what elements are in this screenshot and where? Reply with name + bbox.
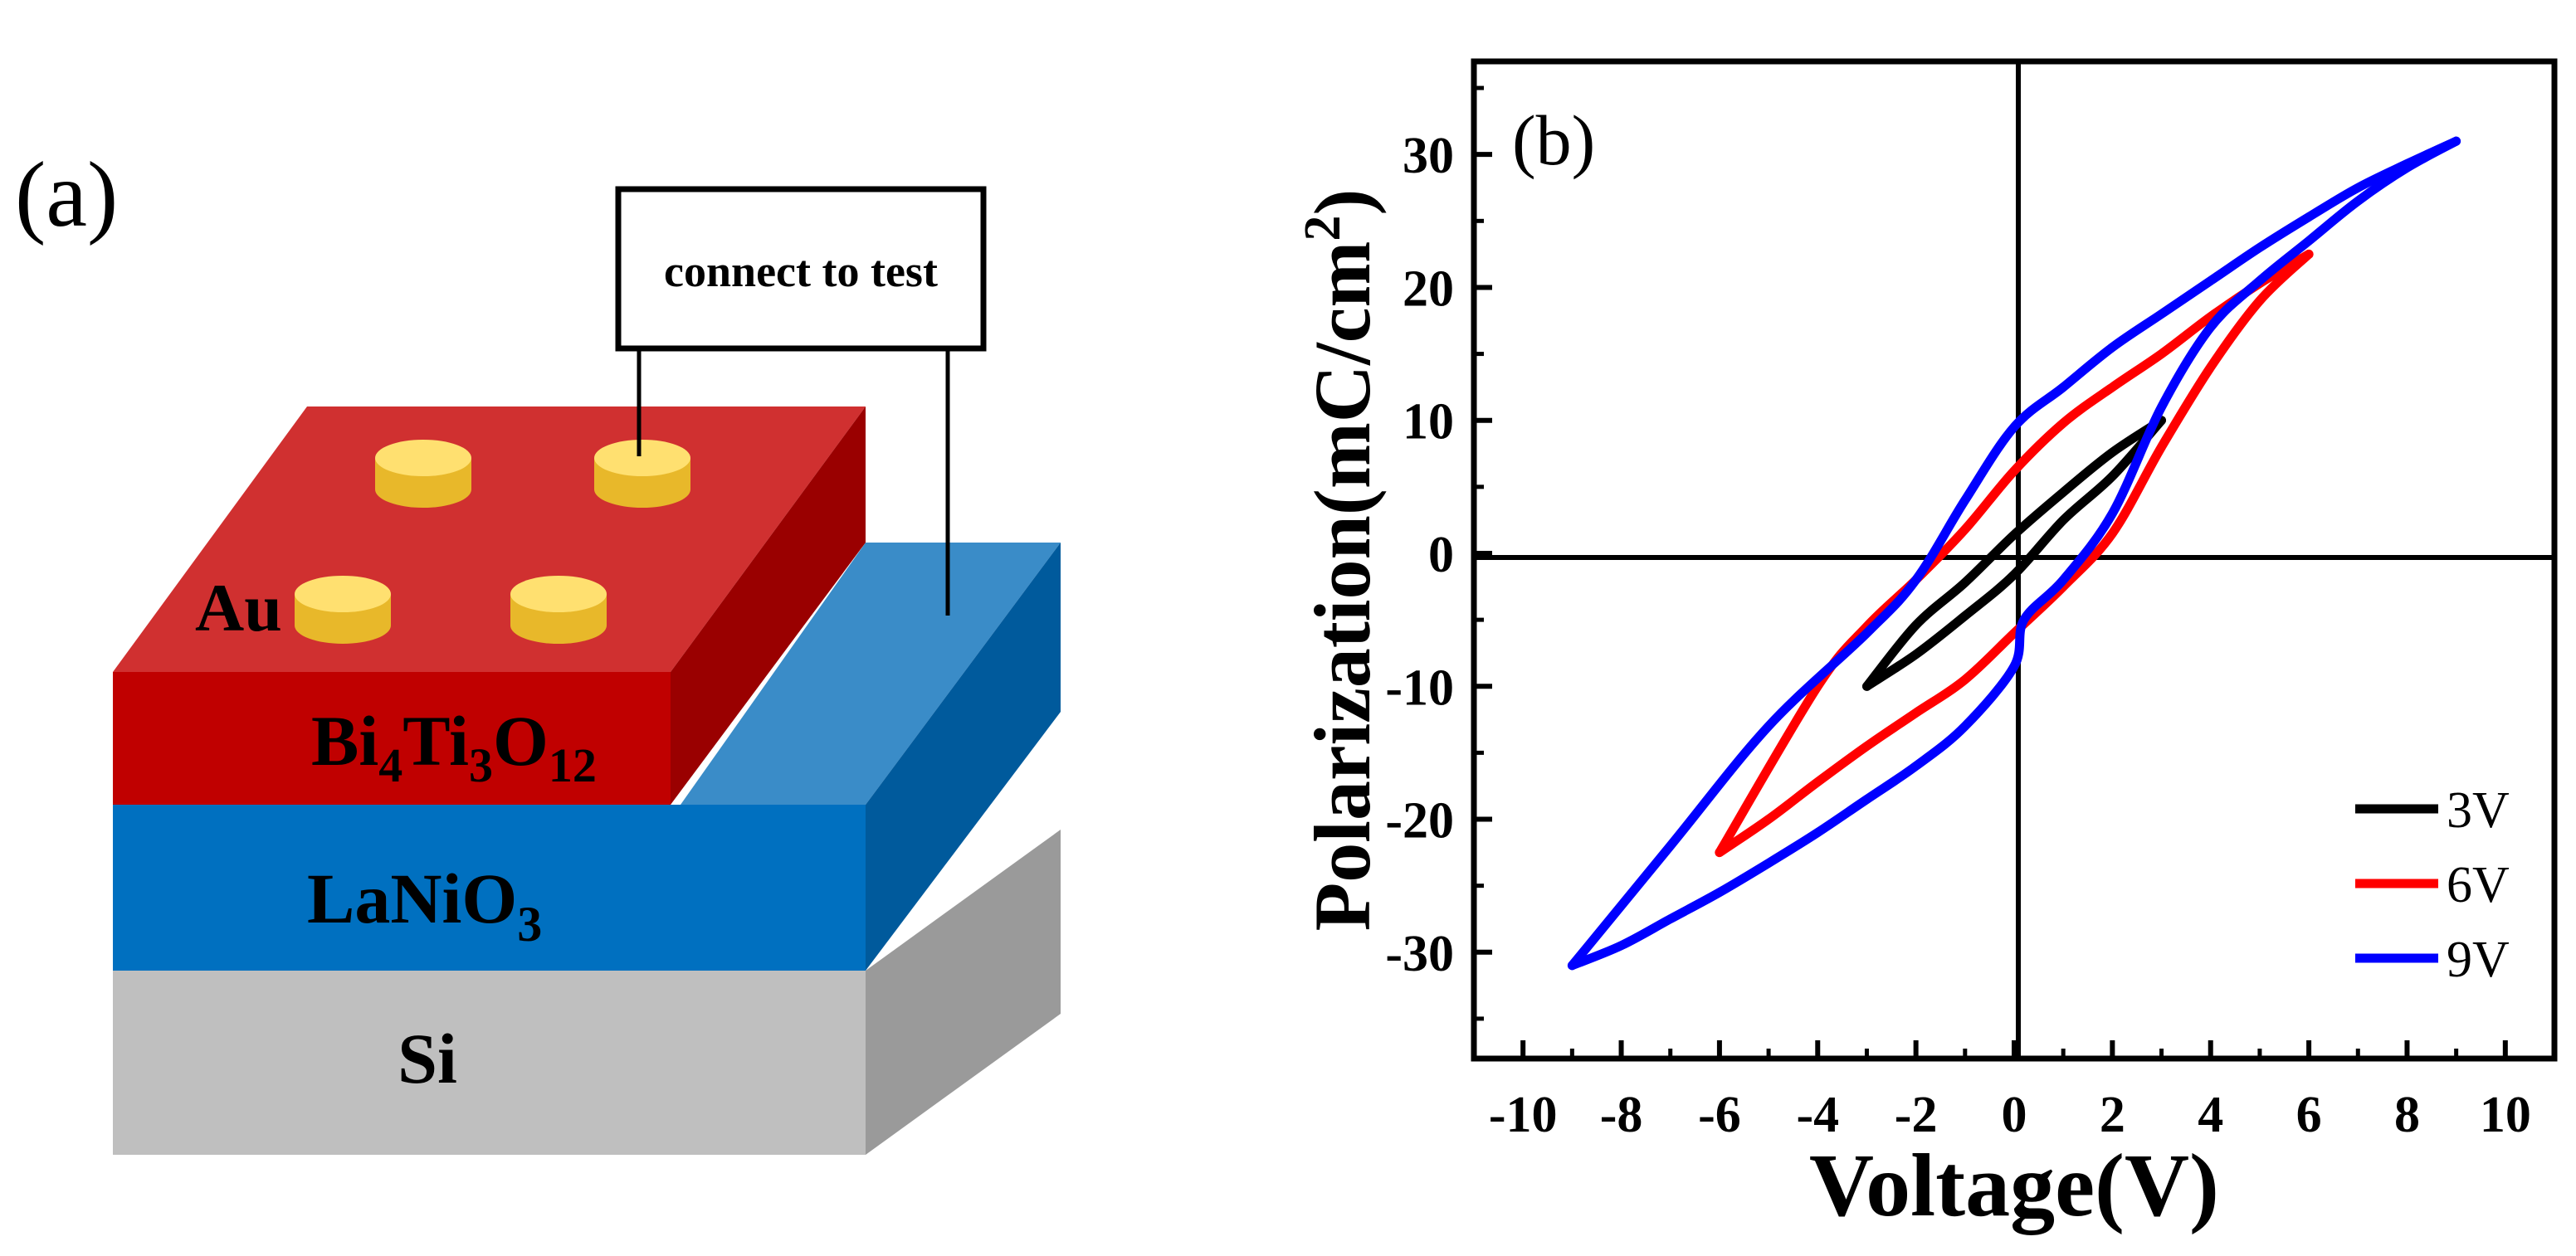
legend-label: 3V	[2447, 782, 2510, 839]
si-side-face	[866, 830, 1061, 1155]
series-6v-lower-branch	[1715, 249, 2314, 858]
y-tick-label: 10	[1403, 394, 1454, 450]
bto-front-face	[113, 672, 671, 805]
test-connection-box	[615, 186, 987, 352]
x-tick-label: 4	[2198, 1087, 2223, 1143]
x-tick-label: -8	[1600, 1087, 1643, 1143]
test-connection-label: connect to test	[664, 246, 938, 296]
panel-a: (a) Si LaNiO3 Bi4Ti3O12 Au	[15, 144, 1061, 1155]
x-tick-label: -4	[1796, 1087, 1839, 1143]
x-tick-label: 10	[2480, 1087, 2531, 1143]
x-axis-ticks: -10 -8 -6 -4 -2 0 2 4 6 8 10	[1489, 1040, 2531, 1143]
au-label: Au	[195, 570, 282, 645]
series-9v-lower-branch	[1567, 136, 2461, 971]
gold-electrode	[594, 440, 690, 508]
y-tick-label: 30	[1403, 128, 1454, 184]
hysteresis-loops	[1567, 136, 2461, 971]
lno-top-face	[681, 543, 1061, 805]
x-tick-label: 0	[2002, 1087, 2027, 1143]
lno-front-face	[113, 805, 866, 971]
si-front-face	[113, 971, 866, 1155]
bto-label: Bi4Ti3O12	[311, 701, 597, 792]
y-tick-label: 20	[1403, 260, 1454, 317]
bto-side-face	[671, 406, 866, 805]
series-3v-upper-branch	[1862, 416, 2166, 691]
y-axis-ticks: -30 -20 -10 0 10 20 30	[1385, 85, 1492, 1021]
legend: 3V 6V 9V	[2355, 782, 2510, 988]
y-tick-label: 0	[1428, 527, 1454, 583]
panel-a-label: (a)	[15, 144, 118, 246]
x-tick-label: 6	[2296, 1087, 2322, 1143]
y-tick-label: -10	[1385, 660, 1454, 716]
lno-side-face	[866, 543, 1061, 971]
x-axis-label: Voltage(V)	[1809, 1137, 2219, 1235]
x-tick-label: 2	[2100, 1087, 2125, 1143]
y-tick-label: -20	[1385, 793, 1454, 850]
lno-label: LaNiO3	[307, 859, 542, 952]
x-tick-label: -2	[1895, 1087, 1938, 1143]
y-axis-label: Polarization(mC/cm2)	[1295, 189, 1387, 932]
x-tick-label: 8	[2394, 1087, 2420, 1143]
x-tick-label: -10	[1489, 1087, 1558, 1143]
gold-electrode	[375, 440, 471, 508]
gold-electrode	[510, 576, 607, 644]
y-tick-label: -30	[1385, 926, 1454, 982]
series-6v-upper-branch	[1715, 249, 2314, 858]
x-tick-label: -6	[1698, 1087, 1741, 1143]
gold-electrode	[295, 576, 391, 644]
panel-b-label: (b)	[1512, 100, 1595, 180]
panel-b: (b) -10 -8 -6 -4 -2 0 2 4 6 8 10 -30-20-100102030 …	[1295, 58, 2558, 1235]
si-label: Si	[398, 1019, 457, 1098]
legend-label: 9V	[2447, 932, 2510, 988]
legend-label: 6V	[2447, 857, 2510, 913]
series-3v-lower-branch	[1862, 416, 2166, 691]
series-9v-upper-branch	[1567, 136, 2461, 971]
